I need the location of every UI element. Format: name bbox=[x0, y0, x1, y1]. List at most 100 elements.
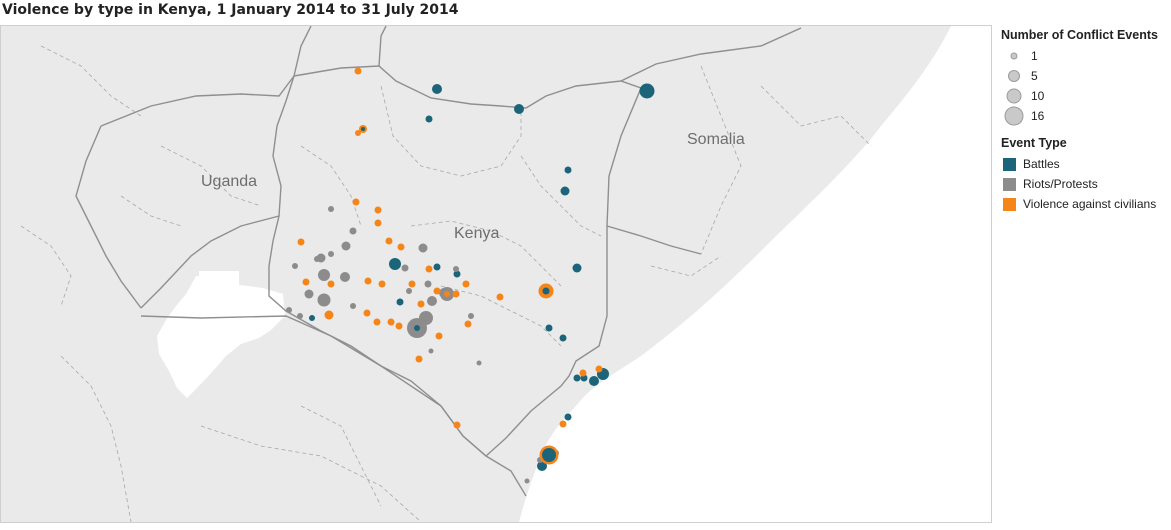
event-point[interactable] bbox=[395, 322, 403, 330]
event-point[interactable] bbox=[559, 420, 567, 428]
event-point[interactable] bbox=[639, 83, 655, 99]
event-point[interactable] bbox=[564, 413, 572, 421]
event-point[interactable] bbox=[542, 448, 556, 462]
size-legend-title: Number of Conflict Events bbox=[1001, 28, 1158, 42]
event-point[interactable] bbox=[537, 461, 547, 471]
size-legend-item: 1 bbox=[1001, 46, 1171, 66]
admin-line bbox=[200, 425, 422, 522]
event-point[interactable] bbox=[560, 186, 570, 196]
size-legend-label: 1 bbox=[1031, 49, 1038, 63]
event-point[interactable] bbox=[427, 296, 437, 306]
event-point[interactable] bbox=[352, 198, 360, 206]
event-point[interactable] bbox=[415, 355, 423, 363]
event-point[interactable] bbox=[564, 166, 572, 174]
event-point[interactable] bbox=[397, 243, 405, 251]
event-point[interactable] bbox=[328, 251, 334, 257]
event-point[interactable] bbox=[444, 291, 450, 297]
event-point[interactable] bbox=[468, 313, 474, 319]
event-point[interactable] bbox=[425, 115, 433, 123]
color-swatch bbox=[1003, 157, 1016, 171]
admin-line bbox=[300, 145, 362, 227]
event-point[interactable] bbox=[453, 270, 461, 278]
event-point[interactable] bbox=[428, 348, 434, 354]
event-point[interactable] bbox=[542, 287, 550, 295]
event-point[interactable] bbox=[340, 272, 350, 282]
event-point[interactable] bbox=[589, 376, 599, 386]
size-swatch bbox=[1003, 66, 1025, 86]
event-point[interactable] bbox=[476, 360, 482, 366]
type-legend-label: Riots/Protests bbox=[1023, 177, 1098, 191]
type-legend-item-riots[interactable]: Riots/Protests bbox=[1001, 174, 1171, 194]
event-point[interactable] bbox=[374, 206, 382, 214]
event-point[interactable] bbox=[496, 293, 504, 301]
event-point[interactable] bbox=[309, 315, 315, 321]
event-point[interactable] bbox=[317, 293, 331, 307]
event-point[interactable] bbox=[433, 263, 441, 271]
event-point[interactable] bbox=[304, 289, 314, 299]
event-point[interactable] bbox=[292, 263, 298, 269]
event-point[interactable] bbox=[364, 277, 372, 285]
event-point[interactable] bbox=[545, 324, 553, 332]
event-point[interactable] bbox=[396, 298, 404, 306]
type-legend-label: Battles bbox=[1023, 157, 1060, 171]
admin-line bbox=[60, 355, 132, 522]
event-point[interactable] bbox=[464, 320, 472, 328]
event-point[interactable] bbox=[425, 265, 433, 273]
event-point[interactable] bbox=[361, 127, 365, 131]
event-point[interactable] bbox=[318, 269, 330, 281]
event-point[interactable] bbox=[418, 243, 428, 253]
admin-line bbox=[760, 85, 872, 147]
event-point[interactable] bbox=[341, 241, 351, 251]
event-point[interactable] bbox=[524, 478, 530, 484]
event-point[interactable] bbox=[408, 280, 416, 288]
event-point[interactable] bbox=[389, 258, 401, 270]
event-point[interactable] bbox=[572, 263, 582, 273]
event-point[interactable] bbox=[385, 237, 393, 245]
event-point[interactable] bbox=[432, 84, 442, 94]
event-point[interactable] bbox=[349, 227, 357, 235]
admin-line bbox=[40, 45, 142, 117]
event-point[interactable] bbox=[387, 318, 395, 326]
ethiopia-border bbox=[293, 26, 387, 77]
event-point[interactable] bbox=[286, 307, 292, 313]
size-legend-label: 10 bbox=[1031, 89, 1045, 103]
event-point[interactable] bbox=[328, 206, 334, 212]
event-point[interactable] bbox=[452, 290, 460, 298]
event-point[interactable] bbox=[573, 374, 581, 382]
event-point[interactable] bbox=[579, 369, 587, 377]
event-point[interactable] bbox=[354, 67, 362, 75]
size-legend: 1 5 10 16 bbox=[1001, 46, 1171, 126]
event-point[interactable] bbox=[363, 309, 371, 317]
event-point[interactable] bbox=[433, 287, 441, 295]
event-point[interactable] bbox=[414, 325, 420, 331]
event-point[interactable] bbox=[355, 130, 361, 136]
size-swatch bbox=[1003, 106, 1025, 126]
size-legend-label: 5 bbox=[1031, 69, 1038, 83]
event-point[interactable] bbox=[316, 253, 326, 263]
type-legend-item-battles[interactable]: Battles bbox=[1001, 154, 1171, 174]
event-point[interactable] bbox=[595, 365, 603, 373]
event-point[interactable] bbox=[462, 280, 470, 288]
map-canvas[interactable]: Somalia Uganda Kenya bbox=[0, 25, 992, 523]
land-region bbox=[1, 26, 951, 522]
event-point[interactable] bbox=[302, 278, 310, 286]
event-point[interactable] bbox=[453, 266, 459, 272]
event-point[interactable] bbox=[378, 280, 386, 288]
event-point[interactable] bbox=[424, 280, 432, 288]
event-point[interactable] bbox=[514, 104, 524, 114]
type-legend-item-violence[interactable]: Violence against civilians bbox=[1001, 194, 1171, 214]
admin-borders bbox=[20, 45, 872, 522]
event-point[interactable] bbox=[350, 303, 356, 309]
event-point[interactable] bbox=[559, 334, 567, 342]
event-point[interactable] bbox=[373, 318, 381, 326]
event-point[interactable] bbox=[297, 238, 305, 246]
event-point[interactable] bbox=[401, 264, 409, 272]
event-point[interactable] bbox=[435, 332, 443, 340]
event-point[interactable] bbox=[324, 310, 334, 320]
event-point[interactable] bbox=[374, 219, 382, 227]
event-point[interactable] bbox=[453, 421, 461, 429]
event-point[interactable] bbox=[417, 300, 425, 308]
event-point[interactable] bbox=[406, 288, 412, 294]
event-point[interactable] bbox=[327, 280, 335, 288]
event-point[interactable] bbox=[297, 313, 303, 319]
